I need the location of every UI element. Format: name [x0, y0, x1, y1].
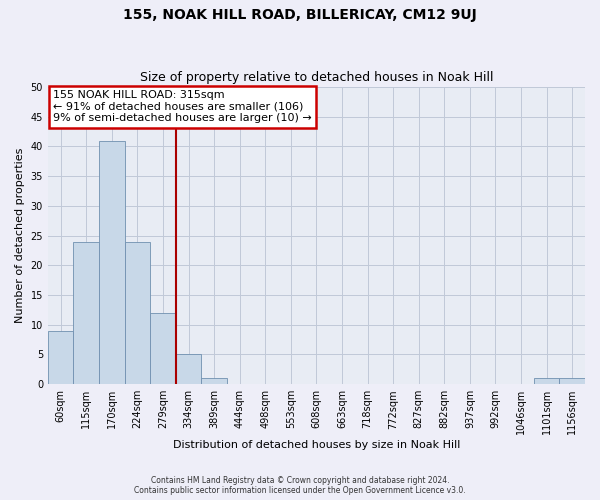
Bar	[559, 378, 585, 384]
Bar	[150, 313, 176, 384]
Text: 155 NOAK HILL ROAD: 315sqm
← 91% of detached houses are smaller (106)
9% of semi: 155 NOAK HILL ROAD: 315sqm ← 91% of deta…	[53, 90, 312, 123]
Bar	[99, 140, 125, 384]
X-axis label: Distribution of detached houses by size in Noak Hill: Distribution of detached houses by size …	[173, 440, 460, 450]
Bar	[534, 378, 559, 384]
Bar	[73, 242, 99, 384]
Text: 155, NOAK HILL ROAD, BILLERICAY, CM12 9UJ: 155, NOAK HILL ROAD, BILLERICAY, CM12 9U…	[123, 8, 477, 22]
Bar	[202, 378, 227, 384]
Bar	[125, 242, 150, 384]
Bar	[48, 330, 73, 384]
Y-axis label: Number of detached properties: Number of detached properties	[15, 148, 25, 324]
Title: Size of property relative to detached houses in Noak Hill: Size of property relative to detached ho…	[140, 72, 493, 85]
Bar	[176, 354, 202, 384]
Text: Contains HM Land Registry data © Crown copyright and database right 2024.
Contai: Contains HM Land Registry data © Crown c…	[134, 476, 466, 495]
